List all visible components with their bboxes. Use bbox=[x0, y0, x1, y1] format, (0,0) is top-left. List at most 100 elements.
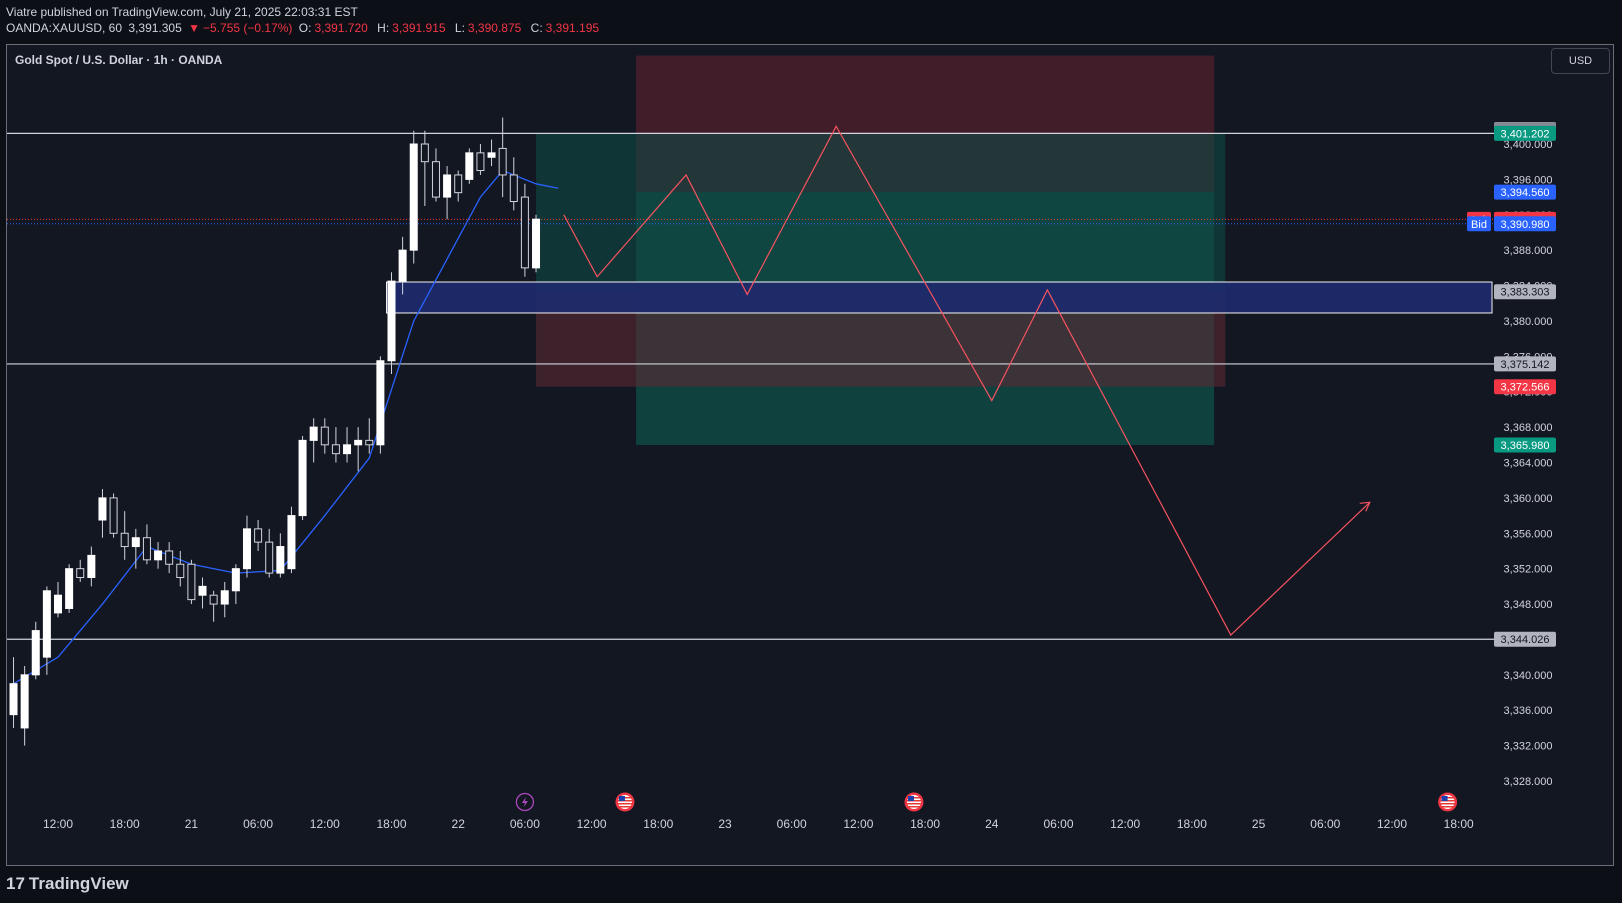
low-label: L: bbox=[454, 21, 465, 35]
price-label-badge bbox=[1494, 437, 1556, 453]
price-label-badge bbox=[1494, 184, 1556, 200]
candle-body[interactable] bbox=[254, 528, 263, 543]
lightning-glyph bbox=[521, 797, 528, 807]
price-label-text: 3,383.303 bbox=[1501, 287, 1550, 299]
y-tick-label: 3,348.000 bbox=[1504, 599, 1553, 611]
candle-body[interactable] bbox=[476, 152, 485, 172]
x-tick-label: 18:00 bbox=[376, 817, 406, 831]
x-tick-label: 18:00 bbox=[110, 817, 140, 831]
candle-body[interactable] bbox=[154, 550, 163, 561]
x-tick-label: 21 bbox=[185, 817, 199, 831]
candle-body[interactable] bbox=[409, 143, 418, 251]
candle-body[interactable] bbox=[87, 554, 96, 579]
candle-body[interactable] bbox=[265, 541, 274, 574]
projection-path[interactable] bbox=[563, 125, 1371, 637]
candle-body[interactable] bbox=[465, 152, 474, 180]
candle-body[interactable] bbox=[54, 594, 62, 614]
price-label-text: 3,372.566 bbox=[1501, 382, 1550, 394]
x-tick-label: 24 bbox=[985, 817, 999, 831]
demand-zone[interactable] bbox=[386, 281, 1493, 314]
candle-body[interactable] bbox=[354, 439, 363, 446]
candle-body[interactable] bbox=[276, 546, 285, 574]
high-label: H: bbox=[377, 21, 390, 35]
us-flag-stripe bbox=[906, 806, 921, 808]
open-label: O: bbox=[298, 21, 312, 35]
candle-body[interactable] bbox=[509, 174, 518, 203]
close-value: 3,391.195 bbox=[545, 21, 600, 35]
candle-body[interactable] bbox=[487, 152, 496, 158]
candle-body[interactable] bbox=[109, 497, 118, 534]
us-flag-stripe bbox=[906, 803, 921, 805]
price-label-text: 3,390.980 bbox=[1501, 219, 1550, 231]
candle-body[interactable] bbox=[31, 630, 40, 676]
candle-body[interactable] bbox=[242, 528, 251, 570]
price-label-text: 3,344.026 bbox=[1501, 634, 1550, 646]
candle-body[interactable] bbox=[431, 161, 440, 198]
candle-body[interactable] bbox=[287, 515, 296, 570]
candle-body[interactable] bbox=[398, 249, 407, 282]
symbol-label: OANDA:XAUUSD, 60 bbox=[6, 21, 123, 35]
price-tag-badge bbox=[1467, 216, 1491, 232]
price-label-badge bbox=[1494, 216, 1556, 232]
candle-body[interactable] bbox=[309, 426, 318, 441]
candle-body[interactable] bbox=[165, 550, 174, 565]
candle-body[interactable] bbox=[320, 426, 329, 446]
us-flag-canton bbox=[907, 796, 914, 801]
candle-body[interactable] bbox=[209, 594, 218, 605]
tradingview-logo-icon: 17 bbox=[6, 874, 25, 893]
brand-text: TradingView bbox=[28, 874, 129, 893]
candle-body[interactable] bbox=[387, 280, 396, 362]
candle-body[interactable] bbox=[420, 143, 429, 163]
candle-body[interactable] bbox=[343, 444, 352, 455]
candle-body[interactable] bbox=[520, 196, 529, 269]
open-value: 3,391.720 bbox=[314, 21, 368, 35]
candle-body[interactable] bbox=[231, 568, 240, 592]
y-tick-label: 3,328.000 bbox=[1504, 776, 1553, 788]
candle-body[interactable] bbox=[131, 537, 140, 548]
ohlc-line: OANDA:XAUUSD, 60 3,391.305 ▼ −5.755 (−0.1… bbox=[6, 20, 605, 36]
currency-button[interactable]: USD bbox=[1551, 48, 1610, 74]
candle-body[interactable] bbox=[142, 537, 151, 561]
price-label-badge bbox=[1494, 631, 1556, 647]
price-label-text: 3,394.560 bbox=[1501, 187, 1550, 199]
us-flag-stripe bbox=[617, 803, 632, 805]
y-tick-label: 3,388.000 bbox=[1504, 245, 1553, 257]
y-tick-label: 3,368.000 bbox=[1504, 422, 1553, 434]
candle-body[interactable] bbox=[198, 585, 207, 596]
candle-body[interactable] bbox=[532, 218, 541, 269]
x-tick-label: 06:00 bbox=[243, 817, 273, 831]
change-arrow-icon: ▼ bbox=[188, 21, 201, 35]
x-tick-label: 12:00 bbox=[1377, 817, 1407, 831]
x-tick-label: 12:00 bbox=[310, 817, 340, 831]
candle-body[interactable] bbox=[376, 360, 385, 446]
candle-body[interactable] bbox=[9, 683, 18, 716]
us-flag-canton bbox=[618, 796, 625, 801]
candle-body[interactable] bbox=[365, 439, 374, 446]
candle-body[interactable] bbox=[120, 532, 129, 548]
candle-body[interactable] bbox=[42, 590, 51, 658]
candle-body[interactable] bbox=[498, 147, 507, 176]
y-tick-label: 3,352.000 bbox=[1504, 564, 1553, 576]
candle-body[interactable] bbox=[187, 563, 196, 601]
price-label-badge bbox=[1494, 284, 1556, 300]
candle-body[interactable] bbox=[76, 568, 85, 579]
candle-body[interactable] bbox=[220, 590, 229, 605]
price-label-text: 3,375.142 bbox=[1501, 359, 1550, 371]
candle-body[interactable] bbox=[298, 439, 307, 517]
candle-body[interactable] bbox=[454, 174, 463, 194]
candle-body[interactable] bbox=[443, 174, 452, 198]
us-flag-canton bbox=[1441, 796, 1448, 801]
low-value: 3,390.875 bbox=[467, 21, 522, 35]
candle-body[interactable] bbox=[65, 568, 74, 609]
us-flag-stripe bbox=[1440, 803, 1455, 805]
long-target-zone[interactable] bbox=[536, 133, 1226, 292]
projection-arrow-icon bbox=[1359, 501, 1371, 512]
x-tick-label: 06:00 bbox=[1310, 817, 1340, 831]
plot-area[interactable] bbox=[7, 55, 1545, 746]
candle-body[interactable] bbox=[20, 674, 29, 729]
candle-body[interactable] bbox=[98, 497, 107, 521]
price-change: −5.755 (−0.17%) bbox=[203, 21, 293, 35]
candle-body[interactable] bbox=[176, 563, 185, 579]
candle-body[interactable] bbox=[331, 444, 340, 455]
